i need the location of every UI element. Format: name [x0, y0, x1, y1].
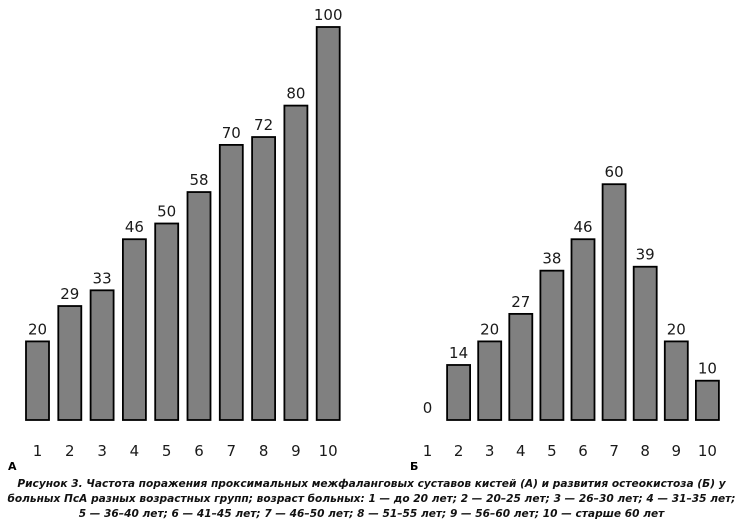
x-tick-a-9: 9 [291, 442, 301, 460]
bar-b-10 [695, 379, 720, 421]
data-label-b-10: 10 [698, 360, 717, 378]
bar-a-7 [218, 143, 244, 421]
x-tick-b-5: 5 [547, 442, 557, 460]
bar-b-2 [446, 364, 472, 421]
data-label-a-10: 100 [314, 6, 343, 24]
data-label-a-2: 29 [60, 285, 79, 303]
data-label-a-3: 33 [93, 269, 112, 287]
data-label-a-9: 80 [286, 85, 305, 103]
x-tick-a-7: 7 [227, 442, 237, 460]
bar-a-6 [186, 191, 212, 421]
x-tick-b-4: 4 [516, 442, 526, 460]
bar-a-9 [283, 104, 309, 421]
data-label-b-7: 60 [605, 163, 624, 181]
bar-a-2 [57, 305, 83, 421]
chart-panel-b: 0 1 14 2 20 3 27 4 38 5 46 6 60 7 39 8 20 9 10 10 Б [410, 163, 720, 473]
bar-a-3 [89, 289, 115, 421]
data-label-b-4: 27 [511, 293, 530, 311]
bar-a-5 [154, 222, 180, 421]
data-label-b-8: 39 [636, 246, 655, 264]
bar-b-6 [570, 238, 596, 421]
panel-label-a: А [8, 460, 17, 473]
x-tick-b-8: 8 [640, 442, 650, 460]
x-tick-a-2: 2 [65, 442, 75, 460]
bar-b-5 [539, 269, 565, 421]
data-label-a-7: 70 [222, 124, 241, 142]
bar-b-8 [632, 265, 658, 421]
x-tick-b-6: 6 [578, 442, 588, 460]
x-tick-b-2: 2 [454, 442, 464, 460]
figure-caption: Рисунок 3. Частота поражения проксимальн… [7, 478, 736, 520]
x-tick-a-5: 5 [162, 442, 172, 460]
bar-a-8 [251, 136, 277, 421]
x-tick-a-4: 4 [130, 442, 140, 460]
data-label-a-5: 50 [157, 203, 176, 221]
x-tick-a-8: 8 [259, 442, 269, 460]
data-label-b-6: 46 [573, 218, 592, 236]
bar-b-9 [663, 340, 689, 421]
bar-a-1 [25, 340, 50, 421]
bar-b-4 [508, 312, 534, 421]
x-tick-b-7: 7 [609, 442, 619, 460]
x-tick-a-10: 10 [319, 442, 338, 460]
data-label-b-3: 20 [480, 320, 499, 338]
x-tick-b-1: 1 [423, 442, 433, 460]
bar-b-3 [477, 340, 503, 421]
x-tick-b-9: 9 [672, 442, 682, 460]
x-tick-b-3: 3 [485, 442, 495, 460]
x-tick-a-3: 3 [97, 442, 107, 460]
data-label-a-6: 58 [189, 171, 208, 189]
x-tick-b-10: 10 [698, 442, 717, 460]
bar-b-7 [601, 183, 627, 421]
bar-a-4 [122, 238, 147, 421]
panel-label-b: Б [410, 460, 418, 473]
data-label-a-4: 46 [125, 218, 144, 236]
data-label-b-9: 20 [667, 320, 686, 338]
data-label-a-1: 20 [28, 320, 47, 338]
x-tick-a-6: 6 [194, 442, 204, 460]
x-tick-a-1: 1 [33, 442, 43, 460]
data-label-b-2: 14 [449, 344, 468, 362]
data-label-b-1: 0 [423, 399, 433, 417]
data-label-a-8: 72 [254, 116, 273, 134]
data-label-b-5: 38 [542, 250, 561, 268]
bar-a-10 [315, 26, 341, 421]
